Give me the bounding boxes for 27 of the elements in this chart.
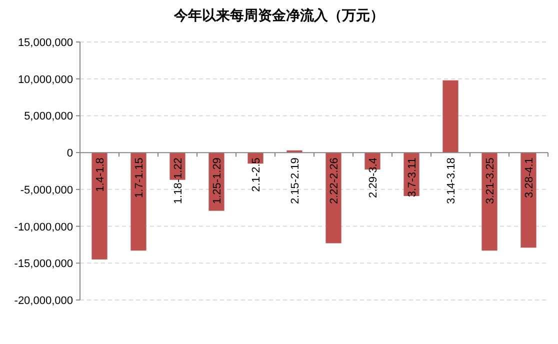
bar	[482, 152, 498, 251]
bar	[130, 152, 146, 251]
x-tick-label: 3.7-3.11	[406, 158, 418, 198]
chart-title: 今年以来每周资金净流入（万元）	[173, 7, 384, 23]
bar	[442, 80, 458, 153]
x-tick-label: 3.21-3.25	[484, 158, 496, 204]
x-tick-label: 1.18-1.22	[172, 158, 184, 204]
y-tick-label: 5,000,000	[24, 110, 73, 123]
x-tick-label: 2.15-2.19	[290, 158, 302, 204]
x-tick-label: 2.29-3.4	[368, 158, 380, 198]
bar	[326, 152, 342, 244]
x-tick-label: 2.1-2.5	[250, 158, 262, 192]
bar	[92, 152, 108, 260]
y-tick-label: 10,000,000	[18, 74, 73, 86]
x-tick-label: 3.14-3.18	[446, 158, 458, 204]
y-tick-label: -15,000,000	[14, 258, 73, 270]
y-tick-label: -20,000,000	[14, 295, 73, 307]
y-tick-label: -5,000,000	[20, 184, 73, 196]
x-tick-label: 3.28-4.1	[524, 158, 536, 198]
x-tick-label: 2.22-2.26	[328, 158, 340, 204]
x-tick-label: 1.7-1.15	[134, 158, 146, 198]
y-tick-label: 15,000,000	[18, 37, 73, 49]
x-tick-label: 1.4-1.8	[94, 158, 106, 192]
x-tick-label: 1.25-1.29	[212, 158, 224, 204]
y-tick-label: -10,000,000	[14, 221, 73, 234]
bar	[520, 152, 536, 248]
y-tick-label: 0	[66, 148, 73, 160]
